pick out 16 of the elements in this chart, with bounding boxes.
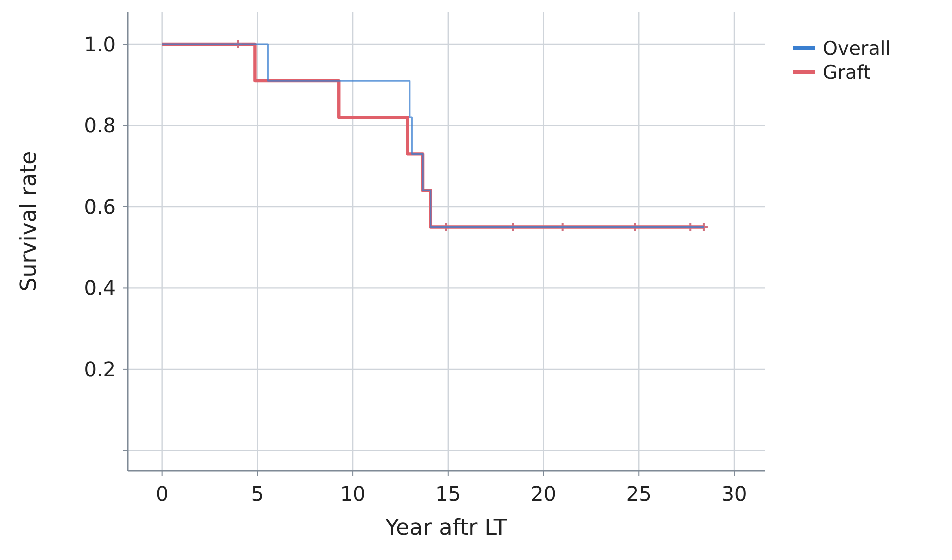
x-tick-label: 15 [436, 482, 462, 506]
y-tick-label: 0.6 [84, 194, 116, 219]
y-axis-title: Survival rate [17, 151, 42, 292]
y-tick-label: 0.2 [84, 357, 116, 382]
x-axis-title: Year aftr LT [384, 516, 508, 541]
y-tick-label: 0.8 [84, 114, 116, 138]
x-tick-label: 25 [626, 482, 652, 506]
x-tick-label: 5 [251, 482, 264, 506]
x-tick-label: 10 [340, 482, 366, 506]
y-tick-label: 0.4 [84, 276, 116, 300]
legend-label: Overall [823, 38, 891, 60]
x-tick-label: 0 [156, 482, 169, 506]
legend-label: Graft [823, 62, 871, 84]
x-tick-label: 30 [722, 482, 748, 506]
x-tick-label: 20 [531, 482, 556, 506]
y-tick-label: 1.0 [84, 32, 116, 56]
